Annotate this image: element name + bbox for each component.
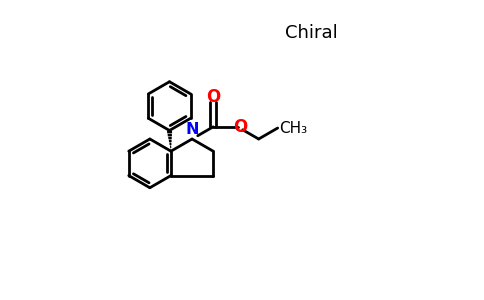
Text: O: O — [233, 118, 247, 136]
Text: Chiral: Chiral — [286, 24, 338, 42]
Text: O: O — [206, 88, 220, 106]
Text: CH₃: CH₃ — [279, 121, 307, 136]
Text: N: N — [185, 122, 199, 136]
